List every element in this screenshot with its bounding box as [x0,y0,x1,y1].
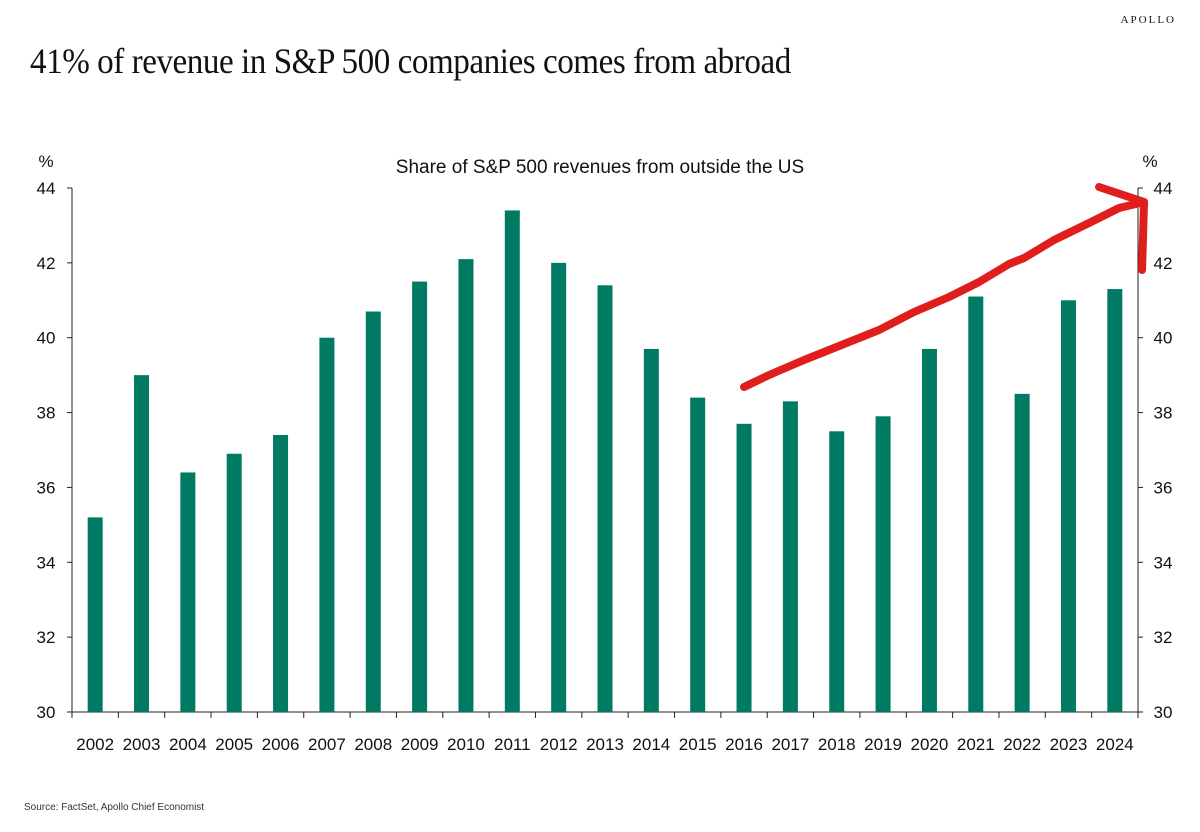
annotation-arrow-shaft [740,198,1149,391]
x-tick-label: 2024 [1096,735,1134,754]
x-tick-label: 2016 [725,735,763,754]
x-tick-label: 2008 [354,735,392,754]
brand-logo: APOLLO [1120,14,1176,26]
bar-2024 [1107,289,1123,712]
bar-2013 [597,285,613,712]
source-note: Source: FactSet, Apollo Chief Economist [24,802,205,813]
bar-2018 [829,431,845,712]
bar-2007 [319,337,335,712]
x-tick-label: 2015 [679,735,717,754]
bar-2015 [690,397,706,712]
x-tick-label: 2004 [169,735,207,754]
y-tick-label-right: 32 [1154,628,1173,647]
x-tick-label: 2006 [262,735,300,754]
y-tick-label-right: 34 [1154,553,1173,572]
bar-2020 [921,348,937,712]
y-tick-label-left: 42 [37,254,56,273]
bar-2010 [458,259,474,712]
y-tick-label-left: 30 [37,703,56,722]
y-tick-label-right: 36 [1154,478,1173,497]
page-headline: 41% of revenue in S&P 500 companies come… [30,41,791,81]
y-tick-label-left: 36 [37,478,56,497]
bar-2009 [412,281,428,712]
bar-2023 [1060,300,1076,712]
x-tick-label: 2013 [586,735,624,754]
bar-2014 [643,348,659,712]
x-tick-label: 2011 [494,735,531,754]
bar-2022 [1014,393,1030,712]
x-tick-label: 2018 [818,735,856,754]
x-tick-label: 2023 [1050,735,1088,754]
y-tick-label-right: 42 [1154,254,1173,273]
bar-2021 [968,296,984,712]
y-axis-label-right: % [1142,152,1157,171]
x-tick-label: 2005 [215,735,253,754]
x-tick-label: 2009 [401,735,439,754]
x-tick-label: 2012 [540,735,578,754]
y-tick-label-right: 30 [1154,703,1173,722]
y-tick-label-left: 34 [37,553,56,572]
y-tick-label-right: 38 [1154,404,1173,423]
x-tick-label: 2019 [864,735,902,754]
y-tick-label-right: 40 [1154,329,1173,348]
bar-2017 [782,401,798,712]
chart-title: Share of S&P 500 revenues from outside t… [396,157,804,178]
x-tick-label: 2014 [632,735,670,754]
bar-2016 [736,423,752,712]
y-tick-label-left: 38 [37,404,56,423]
x-tick-label: 2022 [1003,735,1041,754]
x-tick-label: 2010 [447,735,485,754]
x-tick-label: 2002 [76,735,114,754]
bar-2003 [134,375,150,712]
annotation-arrow-head [1095,183,1149,274]
bar-2008 [365,311,381,712]
bar-2012 [551,262,567,712]
y-tick-label-right: 44 [1154,179,1173,198]
bar-2011 [504,210,520,712]
x-tick-label: 2017 [771,735,809,754]
y-tick-label-left: 44 [37,179,56,198]
y-tick-label-left: 40 [37,329,56,348]
y-axis-label-left: % [38,152,53,171]
x-tick-label: 2003 [123,735,161,754]
bar-2005 [226,453,242,712]
bar-2002 [87,517,103,712]
bar-2006 [273,435,289,712]
y-tick-label-left: 32 [37,628,56,647]
bar-2004 [180,472,196,712]
x-tick-label: 2007 [308,735,346,754]
x-tick-label: 2021 [957,735,995,754]
bar-2019 [875,416,891,712]
x-tick-label: 2020 [911,735,949,754]
